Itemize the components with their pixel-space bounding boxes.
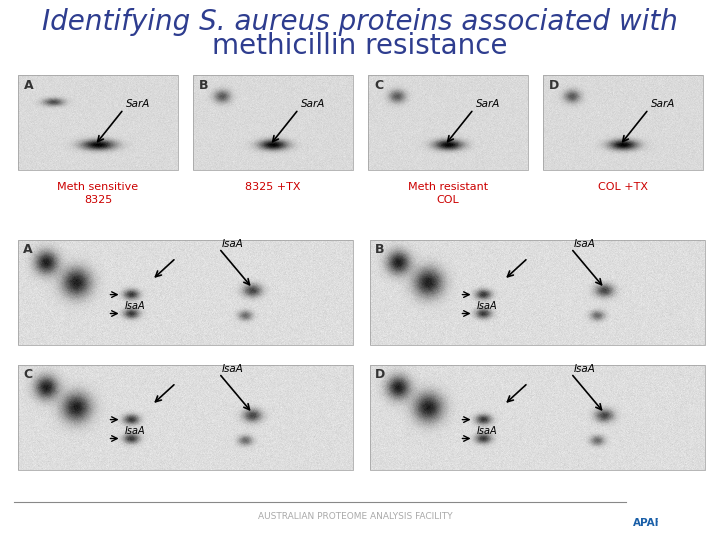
Text: ★: ★ xyxy=(695,474,701,480)
Bar xyxy=(658,498,665,522)
Bar xyxy=(18,240,353,345)
Text: IsaA: IsaA xyxy=(574,364,596,374)
Bar xyxy=(670,498,678,526)
Text: 8325 +TX: 8325 +TX xyxy=(246,182,301,192)
Bar xyxy=(18,75,178,170)
Text: IsaA: IsaA xyxy=(125,426,145,436)
Text: B: B xyxy=(199,79,209,92)
Bar xyxy=(368,75,528,170)
Text: A: A xyxy=(24,79,34,92)
Bar xyxy=(646,498,653,516)
Text: C: C xyxy=(374,79,383,92)
Bar xyxy=(683,498,690,519)
Text: A: A xyxy=(23,243,32,256)
Bar xyxy=(634,498,641,511)
Text: IsaA: IsaA xyxy=(574,239,596,249)
Text: SarA: SarA xyxy=(476,99,500,109)
Text: C: C xyxy=(23,368,32,381)
Text: APAF: APAF xyxy=(633,518,663,528)
Text: Meth sensitive
8325: Meth sensitive 8325 xyxy=(58,182,138,205)
Text: ★: ★ xyxy=(705,481,709,487)
Text: IsaA: IsaA xyxy=(222,239,244,249)
Text: Meth resistant
COL: Meth resistant COL xyxy=(408,182,488,205)
Bar xyxy=(18,365,353,470)
Bar xyxy=(696,498,703,514)
Text: methicillin resistance: methicillin resistance xyxy=(212,32,508,60)
Bar xyxy=(193,75,353,170)
Text: AUSTRALIAN PROTEOME ANALYSIS FACILITY: AUSTRALIAN PROTEOME ANALYSIS FACILITY xyxy=(258,512,452,521)
Text: Identifying S. aureus proteins associated with: Identifying S. aureus proteins associate… xyxy=(42,8,678,36)
Text: IsaA: IsaA xyxy=(477,301,497,311)
Text: IsaA: IsaA xyxy=(222,364,244,374)
Text: D: D xyxy=(549,79,559,92)
Bar xyxy=(370,365,705,470)
Text: IsaA: IsaA xyxy=(125,301,145,311)
Text: B: B xyxy=(375,243,384,256)
Text: SarA: SarA xyxy=(125,99,150,109)
Text: SarA: SarA xyxy=(301,99,325,109)
Text: IsaA: IsaA xyxy=(477,426,497,436)
Text: COL +TX: COL +TX xyxy=(598,182,648,192)
Text: SarA: SarA xyxy=(651,99,675,109)
Bar xyxy=(543,75,703,170)
Text: D: D xyxy=(375,368,385,381)
Bar xyxy=(370,240,705,345)
